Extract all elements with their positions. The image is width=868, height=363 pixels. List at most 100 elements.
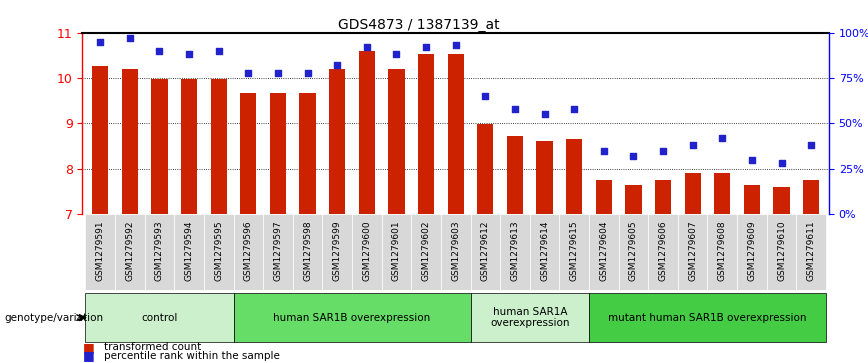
Bar	[685, 174, 700, 214]
Bar	[500, 214, 529, 290]
Text: ■: ■	[82, 341, 95, 354]
Text: GSM1279606: GSM1279606	[659, 220, 667, 281]
Point	[360, 44, 374, 50]
Text: GSM1279597: GSM1279597	[273, 220, 282, 281]
Point	[123, 35, 137, 41]
Point	[774, 160, 788, 166]
Bar	[477, 124, 494, 214]
Text: GSM1279601: GSM1279601	[392, 220, 401, 281]
Text: GSM1279607: GSM1279607	[688, 220, 697, 281]
Bar	[322, 214, 352, 290]
Point	[656, 148, 670, 154]
Bar	[648, 214, 678, 290]
Text: GSM1279595: GSM1279595	[214, 220, 223, 281]
Point	[182, 52, 196, 57]
Bar	[470, 293, 589, 342]
Point	[241, 70, 255, 76]
Point	[597, 148, 611, 154]
Bar	[529, 214, 559, 290]
Bar	[714, 174, 731, 214]
Text: GSM1279610: GSM1279610	[777, 220, 786, 281]
Bar	[329, 69, 345, 214]
Text: GSM1279599: GSM1279599	[332, 220, 342, 281]
Bar	[773, 187, 790, 214]
Bar	[766, 214, 796, 290]
Point	[568, 106, 582, 112]
Point	[745, 157, 759, 163]
Bar	[299, 93, 316, 214]
Bar	[678, 214, 707, 290]
Text: GSM1279605: GSM1279605	[629, 220, 638, 281]
Bar	[744, 185, 760, 214]
Text: ■: ■	[82, 349, 95, 362]
Text: GSM1279602: GSM1279602	[422, 220, 431, 281]
Bar	[737, 214, 766, 290]
Bar	[619, 214, 648, 290]
Text: GSM1279613: GSM1279613	[510, 220, 519, 281]
Bar	[174, 214, 204, 290]
Point	[330, 62, 344, 68]
Text: GSM1279593: GSM1279593	[155, 220, 164, 281]
Text: GSM1279596: GSM1279596	[244, 220, 253, 281]
Text: percentile rank within the sample: percentile rank within the sample	[104, 351, 280, 361]
Bar	[240, 93, 256, 214]
Text: GSM1279608: GSM1279608	[718, 220, 727, 281]
Bar	[507, 136, 523, 214]
Text: GSM1279611: GSM1279611	[806, 220, 816, 281]
Bar	[181, 79, 197, 214]
Bar	[589, 214, 619, 290]
Bar	[263, 214, 293, 290]
Bar	[470, 214, 500, 290]
Point	[805, 142, 819, 148]
Bar	[448, 54, 464, 214]
Point	[419, 44, 433, 50]
Bar	[115, 214, 145, 290]
Text: GSM1279604: GSM1279604	[599, 220, 608, 281]
Text: GSM1279594: GSM1279594	[185, 220, 194, 281]
Point	[508, 106, 522, 112]
Text: transformed count: transformed count	[104, 342, 201, 352]
Point	[390, 52, 404, 57]
Bar	[418, 54, 434, 214]
Bar	[536, 141, 553, 214]
Bar	[151, 79, 168, 214]
Point	[686, 142, 700, 148]
Text: GSM1279591: GSM1279591	[95, 220, 105, 281]
Point	[271, 70, 285, 76]
Point	[537, 111, 551, 117]
Bar	[92, 66, 108, 214]
Bar	[122, 69, 138, 214]
Title: GDS4873 / 1387139_at: GDS4873 / 1387139_at	[338, 18, 499, 32]
Point	[627, 153, 641, 159]
Bar	[441, 214, 470, 290]
Bar	[233, 293, 470, 342]
Text: GSM1279600: GSM1279600	[362, 220, 372, 281]
Bar	[559, 214, 589, 290]
Bar	[382, 214, 411, 290]
Bar	[595, 180, 612, 214]
Text: GSM1279609: GSM1279609	[747, 220, 756, 281]
Point	[93, 39, 107, 45]
Bar	[589, 293, 826, 342]
Bar	[85, 214, 115, 290]
Text: human SAR1A
overexpression: human SAR1A overexpression	[490, 307, 569, 329]
Bar	[352, 214, 382, 290]
Bar	[358, 51, 375, 214]
Bar	[388, 69, 404, 214]
Text: GSM1279592: GSM1279592	[125, 220, 135, 281]
Bar	[85, 293, 233, 342]
Text: human SAR1B overexpression: human SAR1B overexpression	[273, 313, 431, 323]
Bar	[803, 180, 819, 214]
Text: GSM1279615: GSM1279615	[569, 220, 579, 281]
Text: GSM1279598: GSM1279598	[303, 220, 312, 281]
Text: GSM1279614: GSM1279614	[540, 220, 549, 281]
Text: GSM1279603: GSM1279603	[451, 220, 460, 281]
Bar	[211, 79, 227, 214]
Bar	[270, 93, 286, 214]
Point	[300, 70, 314, 76]
Bar	[625, 185, 641, 214]
Bar	[411, 214, 441, 290]
Bar	[293, 214, 322, 290]
Point	[449, 42, 463, 48]
Text: mutant human SAR1B overexpression: mutant human SAR1B overexpression	[608, 313, 806, 323]
